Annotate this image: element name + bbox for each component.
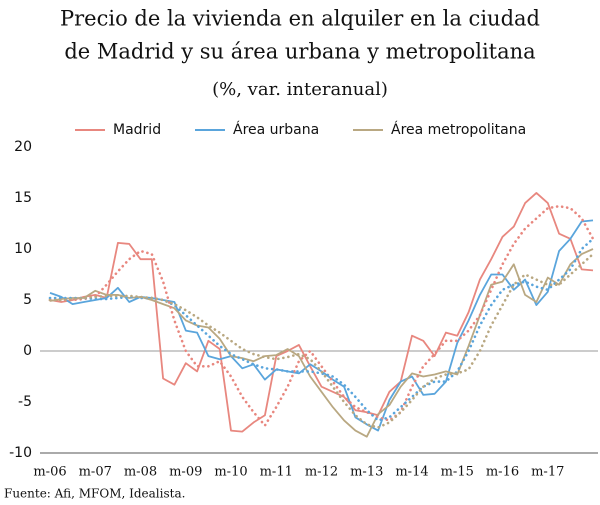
y-tick-label: 5 xyxy=(23,292,32,308)
y-tick-label: 10 xyxy=(14,241,32,257)
x-tick-label: m-16 xyxy=(486,465,519,480)
legend-label: Área metropolitana xyxy=(391,121,526,138)
line xyxy=(49,248,594,438)
trend-line xyxy=(48,237,595,422)
y-tick-label: 0 xyxy=(23,343,32,359)
line xyxy=(49,192,594,433)
y-tick-label: 15 xyxy=(14,190,32,206)
x-tick-label: m-08 xyxy=(124,465,157,480)
y-tick-label: -10 xyxy=(9,445,32,461)
x-tick-label: m-07 xyxy=(79,465,112,480)
x-tick-label: m-10 xyxy=(214,465,247,480)
chart-title: de Madrid y su área urbana y metropolita… xyxy=(64,40,535,64)
source: Fuente: Afi, MFOM, Idealista. xyxy=(4,487,185,501)
x-tick-label: m-15 xyxy=(441,465,474,480)
x-tick-label: m-14 xyxy=(395,465,428,480)
chart-subtitle: (%, var. interanual) xyxy=(212,79,388,100)
x-tick-label: m-12 xyxy=(305,465,338,480)
line xyxy=(49,219,594,432)
y-tick-label: -5 xyxy=(18,394,32,410)
x-tick-label: m-11 xyxy=(260,465,293,480)
trend-line xyxy=(48,252,595,429)
trend-line xyxy=(48,204,595,427)
y-tick-label: 20 xyxy=(14,139,32,155)
x-tick-label: m-13 xyxy=(350,465,383,480)
x-tick-label: m-09 xyxy=(169,465,202,480)
chart-title: Precio de la vivienda en alquiler en la … xyxy=(60,7,540,31)
legend-label: Madrid xyxy=(113,122,161,138)
x-tick-label: m-06 xyxy=(33,465,66,480)
legend-label: Área urbana xyxy=(233,121,319,138)
x-tick-label: m-17 xyxy=(531,465,564,480)
